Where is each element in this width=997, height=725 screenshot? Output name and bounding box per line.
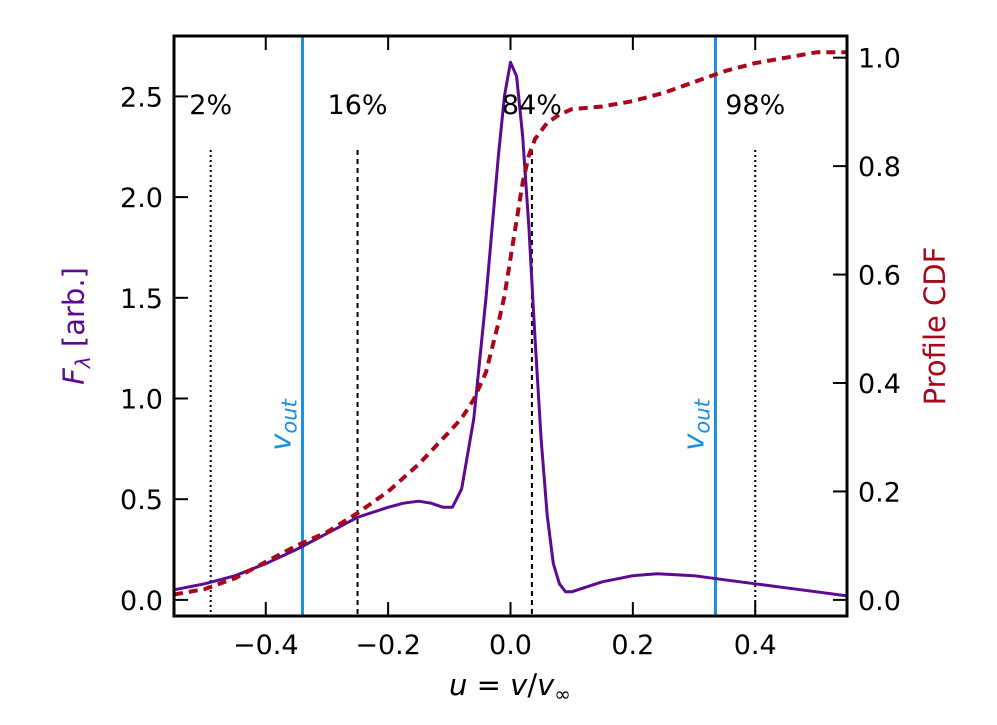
vout-label-v: v [676,433,710,451]
percentile-label-0: 2% [189,90,232,121]
x-axis-title-vinf: v [537,668,555,702]
y-right-tick-label-5: 1.0 [858,44,901,75]
x-axis-title-inf-sub: ∞ [554,682,571,706]
y-right-tick-label-0: 0.0 [858,586,901,617]
vout-label-0: vout [263,398,301,450]
x-tick-label-1: −0.2 [355,630,421,661]
x-tick-label-3: 0.2 [611,630,654,661]
x-axis-title-slash: / [527,668,537,702]
y-left-title-rest: [arb.] [57,267,91,356]
y-left-tick-label-3: 1.5 [120,284,163,315]
y-left-title-f: F [57,367,91,385]
vout-label-1: vout [676,398,714,450]
x-axis-title-eq: = [467,668,510,702]
x-tick-label-2: 0.0 [489,630,532,661]
y-left-title-sub: λ [71,356,95,369]
x-axis-title: u = v/v∞ [449,668,571,706]
x-axis-title-v: v [510,668,528,702]
y-right-tick-label-1: 0.2 [858,477,901,508]
y-left-tick-label-4: 2.0 [120,183,163,214]
y-right-tick-label-2: 0.4 [858,369,901,400]
percentile-label-3: 98% [725,90,785,121]
lines-layer [173,36,848,616]
plot-frame [172,34,849,618]
y-left-tick-label-0: 0.0 [120,586,163,617]
percentile-label-2: 84% [502,90,562,121]
y-left-tick-label-1: 0.5 [120,485,163,516]
series-line-cdf [173,50,847,597]
y-left-tick-label-2: 1.0 [120,385,163,416]
y-right-tick-label-3: 0.6 [858,261,901,292]
y-axis-right-title: Profile CDF [918,247,952,406]
y-axis-left-title: Fλ [arb.] [57,267,95,385]
vout-label-sub: out [277,398,301,433]
series-line-flux [173,60,848,598]
x-tick-label-0: −0.4 [233,630,299,661]
y-right-tick-label-4: 0.8 [858,152,901,183]
vout-label-v: v [263,433,297,451]
ticks-layer [174,36,847,616]
x-axis-title-u: u [449,668,467,702]
x-tick-label-4: 0.4 [734,630,777,661]
y-left-tick-label-5: 2.5 [120,82,163,113]
vout-label-sub: out [690,398,714,433]
percentile-label-1: 16% [328,90,388,121]
